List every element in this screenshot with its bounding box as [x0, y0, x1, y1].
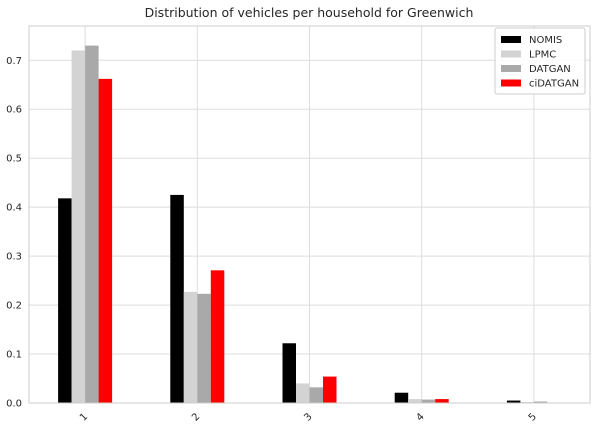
- bar-cidatgan: [323, 376, 337, 403]
- x-tick-labels: 1 2 3 4 5: [78, 411, 539, 423]
- legend-swatch-datgan: [501, 65, 521, 72]
- legend-label-cidatgan: ciDATGAN: [529, 79, 579, 90]
- legend-box: [494, 27, 586, 95]
- bar-cidatgan: [435, 399, 449, 403]
- bar-nomis: [170, 194, 184, 403]
- legend-label-datgan: DATGAN: [529, 64, 571, 75]
- legend-swatch-lpmc: [501, 50, 521, 58]
- legend-label-lpmc: LPMC: [529, 50, 556, 61]
- x-tick-label: 3: [302, 411, 314, 423]
- bar-lpmc: [408, 399, 422, 403]
- bar-datgan: [85, 45, 99, 404]
- y-tick-label: 0.6: [6, 105, 22, 116]
- legend: NOMIS LPMC DATGAN ciDATGAN: [494, 27, 586, 95]
- y-tick-label: 0.4: [6, 203, 22, 214]
- y-tick-label: 0.3: [6, 252, 22, 263]
- bar-nomis: [506, 400, 521, 403]
- plot-frame: [28, 25, 591, 404]
- legend-label-nomis: NOMIS: [529, 35, 562, 46]
- bar-datgan: [197, 293, 211, 403]
- y-tick-label: 0.0: [6, 399, 22, 410]
- y-tick-labels: 0.0 0.1 0.2 0.3 0.4 0.5 0.6 0.7: [6, 56, 22, 410]
- bar-nomis: [394, 392, 409, 403]
- bar-datgan: [421, 399, 436, 403]
- bar-cidatgan: [98, 78, 113, 403]
- legend-swatch-nomis: [501, 36, 521, 43]
- x-tick-label: 1: [78, 411, 90, 423]
- x-tick-label: 5: [527, 411, 539, 423]
- x-tick-label: 2: [190, 411, 202, 423]
- y-tick-label: 0.5: [6, 154, 22, 165]
- legend-swatch-cidatgan: [501, 79, 521, 87]
- bar-nomis: [58, 198, 72, 403]
- chart-title: Distribution of vehicles per household f…: [145, 5, 474, 20]
- y-tick-label: 0.2: [6, 301, 22, 312]
- bar-lpmc: [296, 383, 310, 403]
- bar-nomis: [282, 343, 296, 403]
- grid-lines: [29, 26, 590, 404]
- bar-datgan: [309, 387, 323, 403]
- bars: [58, 45, 561, 404]
- bar-cidatgan: [210, 270, 225, 403]
- bar-lpmc: [71, 50, 86, 403]
- y-tick-label: 0.1: [6, 350, 22, 361]
- bar-lpmc: [183, 291, 198, 403]
- y-tick-label: 0.7: [6, 56, 22, 67]
- x-tick-label: 4: [415, 411, 427, 423]
- bar-datgan: [533, 401, 548, 403]
